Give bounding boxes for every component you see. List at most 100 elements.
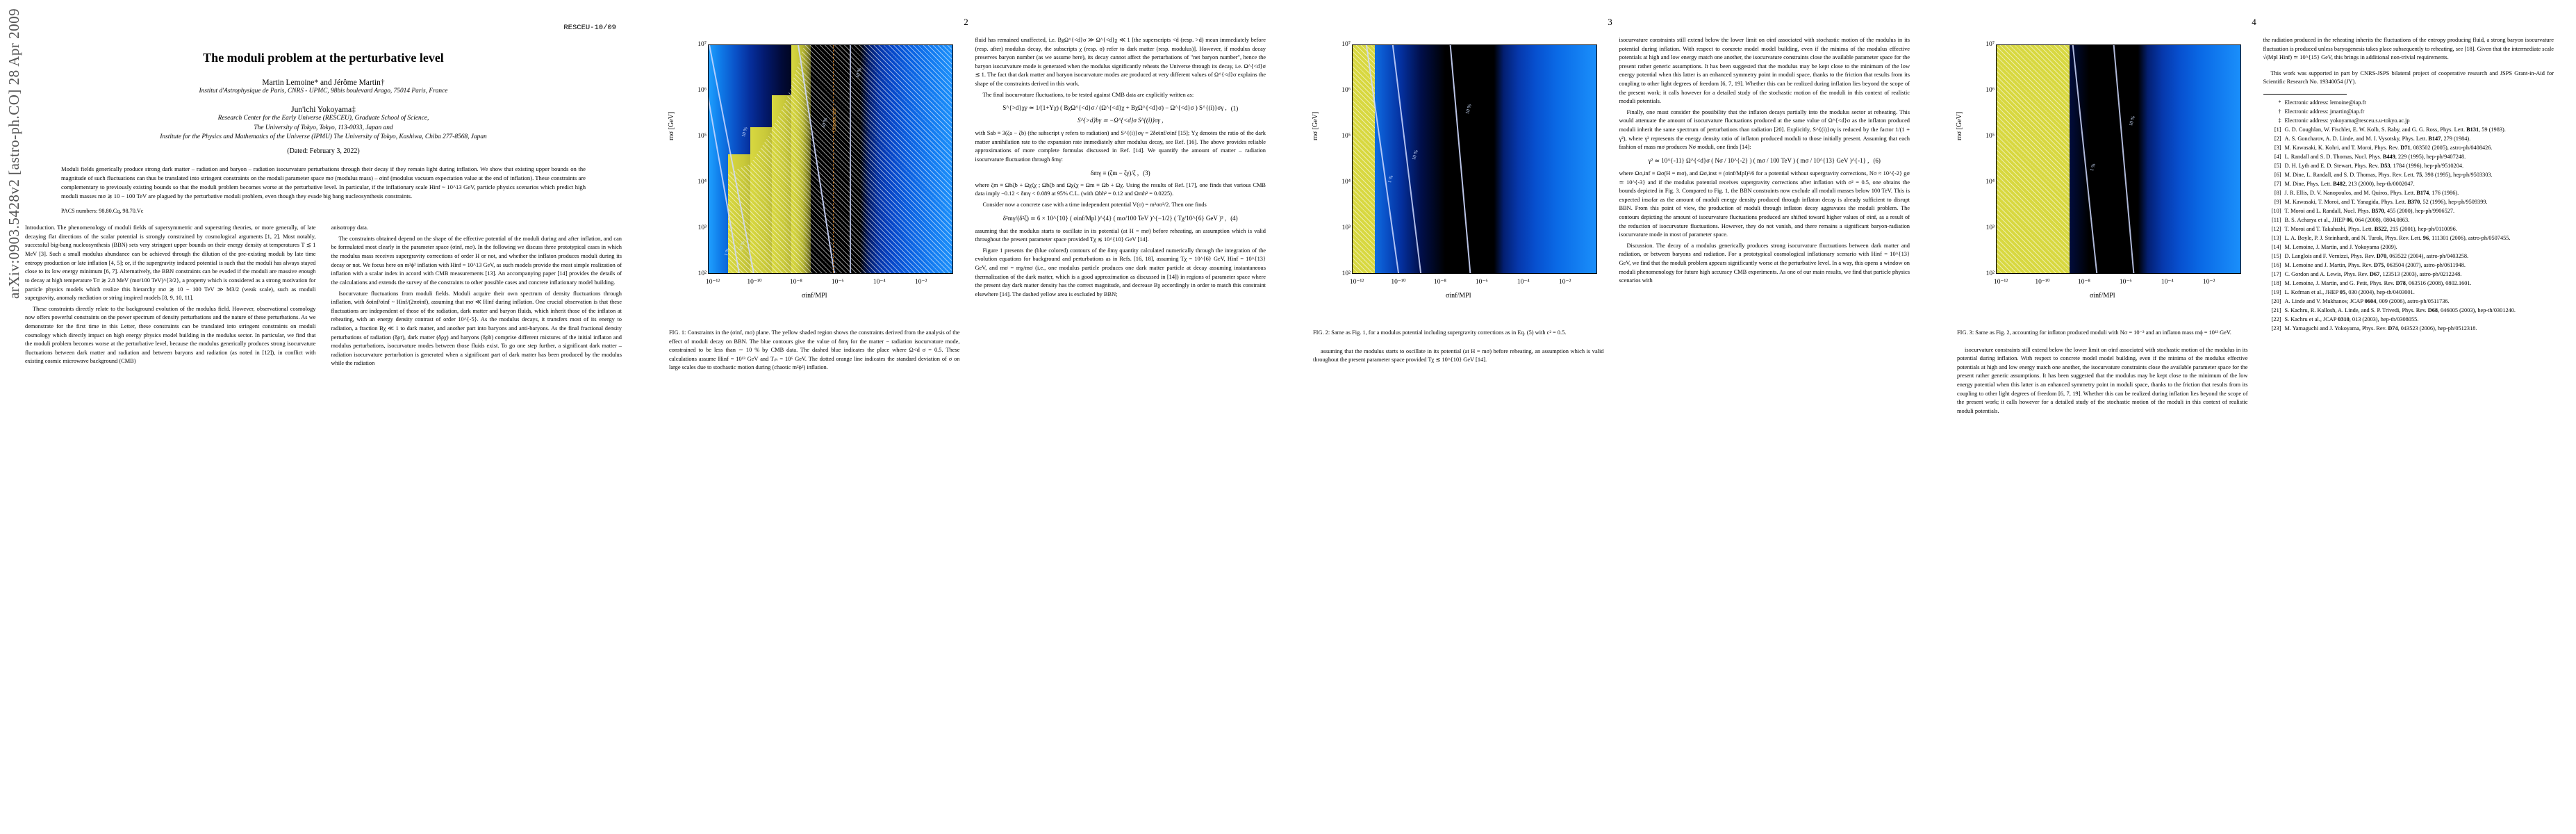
equation-6-number: (6): [1873, 157, 1881, 165]
reference-text: M. Lemoine and J. Martin, Phys. Rev. D75…: [2284, 262, 2466, 269]
figure-1-xticks: 10⁻¹² 10⁻¹⁰ 10⁻⁸ 10⁻⁶ 10⁻⁴ 10⁻²: [706, 278, 953, 289]
equation-6-body: γ² ≃ 10^{-11} Ω^{<d}σ ( Nσ / 10^{-2} ) (…: [1648, 156, 1869, 164]
reference-text: L. Kofman et al., JHEP 05, 030 (2004), h…: [2284, 289, 2415, 296]
ytick: 10⁷: [1985, 41, 1995, 48]
paragraph-acknowledgment: This work was supported in part by CNRS-…: [2263, 70, 2554, 85]
xtick: 10⁻¹²: [1349, 279, 1364, 286]
reference-text: M. Lemoine, J. Martin, and G. Petit, Phy…: [2284, 280, 2472, 287]
xtick: 10⁻⁴: [2161, 279, 2174, 286]
paragraph-constraints: These constraints directly relate to the…: [25, 305, 316, 365]
xtick: 10⁻⁸: [2077, 279, 2090, 286]
reference-mark: [14]: [2271, 244, 2281, 251]
paragraph-zeta: where ζm ≡ Ωbζb + Ωχζχ ; Ωbζb and Ωχζχ =…: [975, 181, 1266, 197]
figure-2-xticks: 10⁻¹² 10⁻¹⁰ 10⁻⁸ 10⁻⁶ 10⁻⁴ 10⁻²: [1349, 278, 1597, 289]
excluded-hatch: [1997, 45, 2070, 273]
reference-mark: [19]: [2271, 289, 2281, 296]
paragraph-implications: assuming that the modulus starts to osci…: [1313, 348, 1604, 363]
chaotic-inflation-line: [832, 45, 834, 273]
figure-1-plot: mσ [GeV] 10⁷ 10⁶ 10⁵ 10⁴ 10³ 10²: [668, 36, 960, 325]
page-2-columns: mσ [GeV] 10⁷ 10⁶ 10⁵ 10⁴ 10³ 10²: [668, 36, 1266, 373]
reference-text: A. S. Goncharov, A. D. Linde, and M. I. …: [2284, 136, 2471, 142]
xtick: 10⁻⁶: [2119, 279, 2132, 286]
reference-mark: [17]: [2271, 271, 2281, 278]
xtick: 10⁻¹²: [1993, 279, 2008, 286]
xtick: 10⁻²: [1558, 279, 1571, 286]
reference-item: [19] L. Kofman et al., JHEP 05, 030 (2004…: [2263, 288, 2554, 297]
page-4: 4 mσ [GeV] 10⁷ 10⁶ 10⁵ 10⁴ 10³ 10²: [1932, 0, 2576, 834]
column-2: anisotropy data. The constraints obtaine…: [331, 224, 622, 368]
reference-mark: [3]: [2274, 145, 2281, 152]
report-number: RESCEU-10/09: [563, 24, 616, 32]
affiliation-2b: The University of Tokyo, Tokyo, 113-0033…: [254, 124, 393, 131]
xtick: 10⁻⁸: [789, 279, 802, 286]
footnote-item: ‡ Electronic address: yokoyama@resceu.s.…: [2263, 117, 2554, 125]
reference-text: T. Moroi and L. Randall, Nucl. Phys. B57…: [2284, 208, 2455, 215]
affiliation-1: Institut d'Astrophysique de Paris, CNRS …: [199, 87, 448, 95]
page-number-3: 3: [1608, 17, 1612, 27]
paragraph-heavy-moduli: isocurvature constraints still extend be…: [1957, 346, 2248, 414]
reference-item: [3] M. Kawasaki, K. Kohri, and T. Moroi, …: [2263, 144, 2554, 152]
ytick: 10⁶: [697, 87, 707, 94]
reference-text: C. Gordon and A. Lewis, Phys. Rev. D67, …: [2284, 271, 2462, 278]
reference-list: * Electronic address: lemoine@iap.fr † E…: [2263, 99, 2554, 333]
reference-item: [15] D. Langlois and F. Vernizzi, Phys. R…: [2263, 252, 2554, 261]
figure-1-canvas: 1 % 10 % 10 % 10 % 10 % Chaotic inf.: [708, 44, 953, 274]
figure-1-yticks: 10⁷ 10⁶ 10⁵ 10⁴ 10³ 10²: [676, 41, 707, 277]
reference-mark: [9]: [2274, 199, 2281, 206]
reference-text: M. Yamaguchi and J. Yokoyama, Phys. Rev.…: [2284, 325, 2477, 332]
paragraph-isocurvature: Isocurvature fluctuations from moduli fi…: [331, 290, 622, 367]
figure-2-canvas: 1 % 10 % 10 %: [1352, 44, 1597, 274]
figure-1-xlabel: σinf/MPl: [801, 292, 827, 300]
reference-mark: [1]: [2274, 126, 2281, 133]
reference-item: [9] M. Kawasaki, T. Moroi, and T. Yanagid…: [2263, 198, 2554, 206]
footnote-item: † Electronic address: jmartin@iap.fr: [2263, 108, 2554, 116]
ytick: 10⁷: [1341, 41, 1351, 48]
ytick: 10³: [1341, 224, 1351, 231]
reference-text: D. Langlois and F. Vernizzi, Phys. Rev. …: [2284, 253, 2469, 260]
reference-item: [13] L. A. Boyle, P. J. Steinhardt, and N…: [2263, 234, 2554, 243]
column-3: fluid has remained unaffected, i.e. BχΩ^…: [975, 36, 1266, 373]
xtick: 10⁻⁴: [1517, 279, 1530, 286]
reference-mark: [13]: [2271, 235, 2281, 242]
paragraph-inflaton-decay: Finally, one must consider the possibili…: [1619, 108, 1910, 151]
ytick: 10²: [1985, 270, 1995, 277]
figure-3-yticks: 10⁷ 10⁶ 10⁵ 10⁴ 10³ 10²: [1964, 41, 1995, 277]
figure-3-ylabel: mσ [GeV]: [1956, 111, 1963, 140]
reference-item: [16] M. Lemoine and J. Martin, Phys. Rev.…: [2263, 261, 2554, 270]
contour-line: [850, 45, 851, 273]
figure-3-caption: FIG. 3: Same as Fig. 2, accounting for i…: [1957, 329, 2231, 336]
ytick: 10⁷: [697, 41, 707, 48]
abstract: Moduli fields generically produce strong…: [61, 165, 586, 201]
reference-text: B. S. Acharya et al., JHEP 06, 064 (2008…: [2284, 217, 2410, 224]
title-block: The moduli problem at the perturbative l…: [25, 50, 622, 155]
references-container: [1] G. D. Coughlan, W. Fischler, E. W. Ko…: [2263, 126, 2554, 333]
figure-2-plot: mσ [GeV] 10⁷ 10⁶ 10⁵ 10⁴ 10³ 10²: [1312, 36, 1604, 325]
reference-mark: [2]: [2274, 136, 2281, 142]
paragraph-omega-sigma: where Ωσ,inf ≡ Ωσ(H = mσ), and Ωσ,inst ≡…: [1619, 170, 1910, 238]
equation-3-number: (3): [1143, 169, 1150, 177]
page-3-columns: mσ [GeV] 10⁷ 10⁶ 10⁵ 10⁴ 10³ 10²: [1312, 36, 1910, 365]
reference-text: L. A. Boyle, P. J. Steinhardt, and N. Tu…: [2284, 235, 2511, 242]
reference-item: [14] M. Lemoine, J. Martin, and J. Yokoya…: [2263, 243, 2554, 252]
paragraph-potential-shape: The constraints obtained depend on the s…: [331, 235, 622, 286]
reference-text: M. Kawasaki, K. Kohri, and T. Moroi, Phy…: [2284, 145, 2493, 152]
reference-text: S. Kachru et al., JCAP 0310, 013 (2003),…: [2284, 316, 2419, 323]
reference-text: M. Kawasaki, T. Moroi, and T. Yanagida, …: [2284, 199, 2488, 206]
ytick: 10²: [1341, 270, 1351, 277]
reference-mark: [11]: [2271, 217, 2281, 224]
figure-1-caption: FIG. 1: Constraints in the (σinf, mσ) pl…: [669, 329, 960, 371]
figure-1-column: mσ [GeV] 10⁷ 10⁶ 10⁵ 10⁴ 10³ 10²: [668, 36, 960, 373]
reference-mark: [16]: [2271, 262, 2281, 269]
reference-item: [1] G. D. Coughlan, W. Fischler, E. W. Ko…: [2263, 126, 2554, 134]
ytick: 10⁴: [1985, 179, 1995, 186]
reference-text: D. H. Lyth and E. D. Stewart, Phys. Rev.…: [2284, 163, 2464, 170]
xtick: 10⁻⁴: [873, 279, 886, 286]
reference-text: A. Linde and V. Mukhanov, JCAP 0604, 009…: [2284, 298, 2450, 305]
equation-4: δ²mγ/(δ²ζ) ≃ 6 × 10^{10} ( σinf/Mpl )^{4…: [975, 215, 1266, 222]
reference-mark: [18]: [2271, 280, 2281, 287]
xtick: 10⁻¹⁰: [747, 279, 762, 286]
ytick: 10⁵: [1341, 133, 1351, 140]
reference-mark: [6]: [2274, 172, 2281, 179]
figure-2-yticks: 10⁷ 10⁶ 10⁵ 10⁴ 10³ 10²: [1320, 41, 1351, 277]
figure-3-canvas: 1 % 10 %: [1996, 44, 2241, 274]
